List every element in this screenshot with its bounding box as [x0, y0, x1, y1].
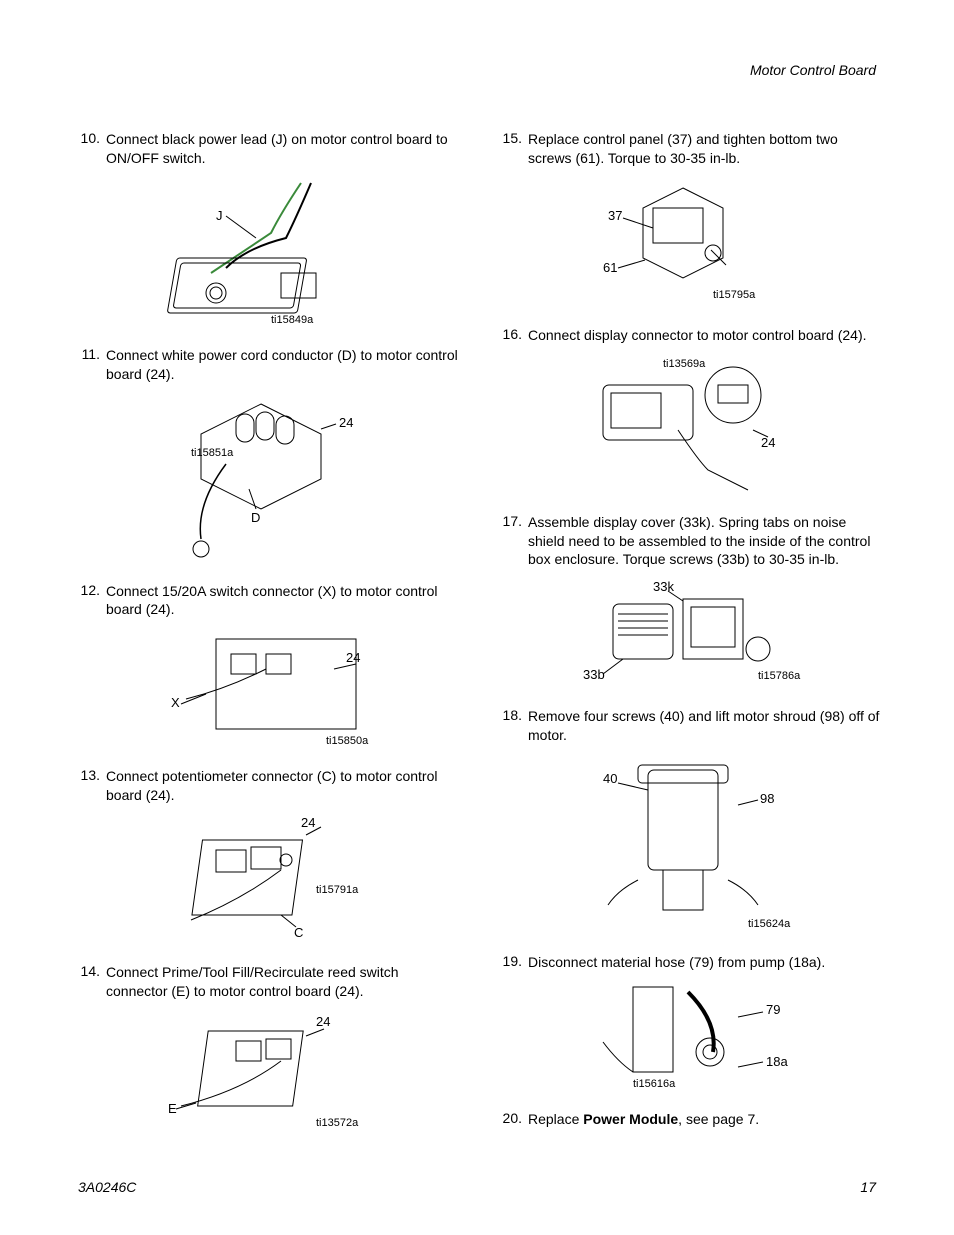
step-12: 12. Connect 15/20A switch connector (X) …	[70, 582, 462, 620]
page: Motor Control Board 10. Connect black po…	[0, 0, 954, 1235]
step-text: Replace control panel (37) and tighten b…	[528, 130, 884, 168]
callout-E: E	[168, 1101, 177, 1116]
step-19: 19. Disconnect material hose (79) from p…	[492, 953, 884, 972]
callout-24: 24	[301, 815, 315, 830]
callout-24: 24	[761, 435, 775, 450]
step-20: 20. Replace Power Module, see page 7.	[492, 1110, 884, 1129]
figure-ti15850a: X 24 ti15850a	[70, 629, 462, 749]
step-text: Disconnect material hose (79) from pump …	[528, 953, 884, 972]
step-number: 12.	[70, 582, 106, 620]
figure-id: ti15850a	[326, 735, 369, 747]
step-number: 20.	[492, 1110, 528, 1129]
figure-id: ti15786a	[758, 670, 801, 682]
figure-ti15851a: 24 D ti15851a	[70, 394, 462, 564]
footer-doc-id: 3A0246C	[78, 1179, 136, 1195]
step-10: 10. Connect black power lead (J) on moto…	[70, 130, 462, 168]
callout-J: J	[216, 208, 223, 223]
figure-ti15849a: J ti15849a	[70, 178, 462, 328]
figure-id: ti15795a	[713, 289, 756, 301]
step-number: 13.	[70, 767, 106, 805]
step-text: Connect display connector to motor contr…	[528, 326, 884, 345]
step-14: 14. Connect Prime/Tool Fill/Recirculate …	[70, 963, 462, 1001]
step-text: Connect 15/20A switch connector (X) to m…	[106, 582, 462, 620]
step-text: Connect black power lead (J) on motor co…	[106, 130, 462, 168]
callout-61: 61	[603, 260, 617, 275]
step-number: 15.	[492, 130, 528, 168]
callout-C: C	[294, 925, 303, 940]
step-16: 16. Connect display connector to motor c…	[492, 326, 884, 345]
figure-ti15616a: 79 18a ti15616a	[492, 982, 884, 1092]
callout-33k: 33k	[653, 579, 674, 594]
step-number: 10.	[70, 130, 106, 168]
step-13: 13. Connect potentiometer connector (C) …	[70, 767, 462, 805]
figure-id: ti15624a	[748, 918, 791, 930]
section-title: Motor Control Board	[750, 62, 876, 78]
callout-18a: 18a	[766, 1054, 788, 1069]
step-number: 18.	[492, 707, 528, 745]
figure-ti15624a: 40 98 ti15624a	[492, 755, 884, 935]
step-11: 11. Connect white power cord conductor (…	[70, 346, 462, 384]
callout-40: 40	[603, 771, 617, 786]
figure-id: ti15851a	[191, 447, 234, 459]
step-text: Connect potentiometer connector (C) to m…	[106, 767, 462, 805]
figure-ti15795a: 37 61 ti15795a	[492, 178, 884, 308]
column-right: 15. Replace control panel (37) and tight…	[492, 130, 884, 1159]
callout-24: 24	[316, 1014, 330, 1029]
step-17: 17. Assemble display cover (33k). Spring…	[492, 513, 884, 570]
column-left: 10. Connect black power lead (J) on moto…	[70, 130, 462, 1159]
callout-37: 37	[608, 208, 622, 223]
step-number: 19.	[492, 953, 528, 972]
figure-ti13569a: 24 ti13569a	[492, 355, 884, 495]
callout-24: 24	[339, 415, 353, 430]
figure-id: ti15616a	[633, 1078, 676, 1090]
figure-id: ti13569a	[663, 358, 706, 370]
callout-X: X	[171, 695, 180, 710]
callout-79: 79	[766, 1002, 780, 1017]
step-18: 18. Remove four screws (40) and lift mot…	[492, 707, 884, 745]
figure-id: ti13572a	[316, 1117, 359, 1129]
step-text: Connect Prime/Tool Fill/Recirculate reed…	[106, 963, 462, 1001]
step-text: Connect white power cord conductor (D) t…	[106, 346, 462, 384]
step-number: 17.	[492, 513, 528, 570]
step-number: 11.	[70, 346, 106, 384]
figure-id: ti15791a	[316, 884, 359, 896]
callout-D: D	[251, 510, 260, 525]
step-number: 16.	[492, 326, 528, 345]
figure-ti15786a: 33k 33b ti15786a	[492, 579, 884, 689]
footer-page-number: 17	[860, 1179, 876, 1195]
step-15: 15. Replace control panel (37) and tight…	[492, 130, 884, 168]
callout-24: 24	[346, 650, 360, 665]
figure-ti13572a: 24 E ti13572a	[70, 1011, 462, 1141]
callout-98: 98	[760, 791, 774, 806]
callout-33b: 33b	[583, 667, 605, 682]
step-number: 14.	[70, 963, 106, 1001]
step-text: Assemble display cover (33k). Spring tab…	[528, 513, 884, 570]
content-columns: 10. Connect black power lead (J) on moto…	[70, 130, 884, 1159]
step-text: Replace Power Module, see page 7.	[528, 1110, 884, 1129]
figure-ti15791a: 24 C ti15791a	[70, 815, 462, 945]
step-text: Remove four screws (40) and lift motor s…	[528, 707, 884, 745]
figure-id: ti15849a	[271, 314, 314, 326]
